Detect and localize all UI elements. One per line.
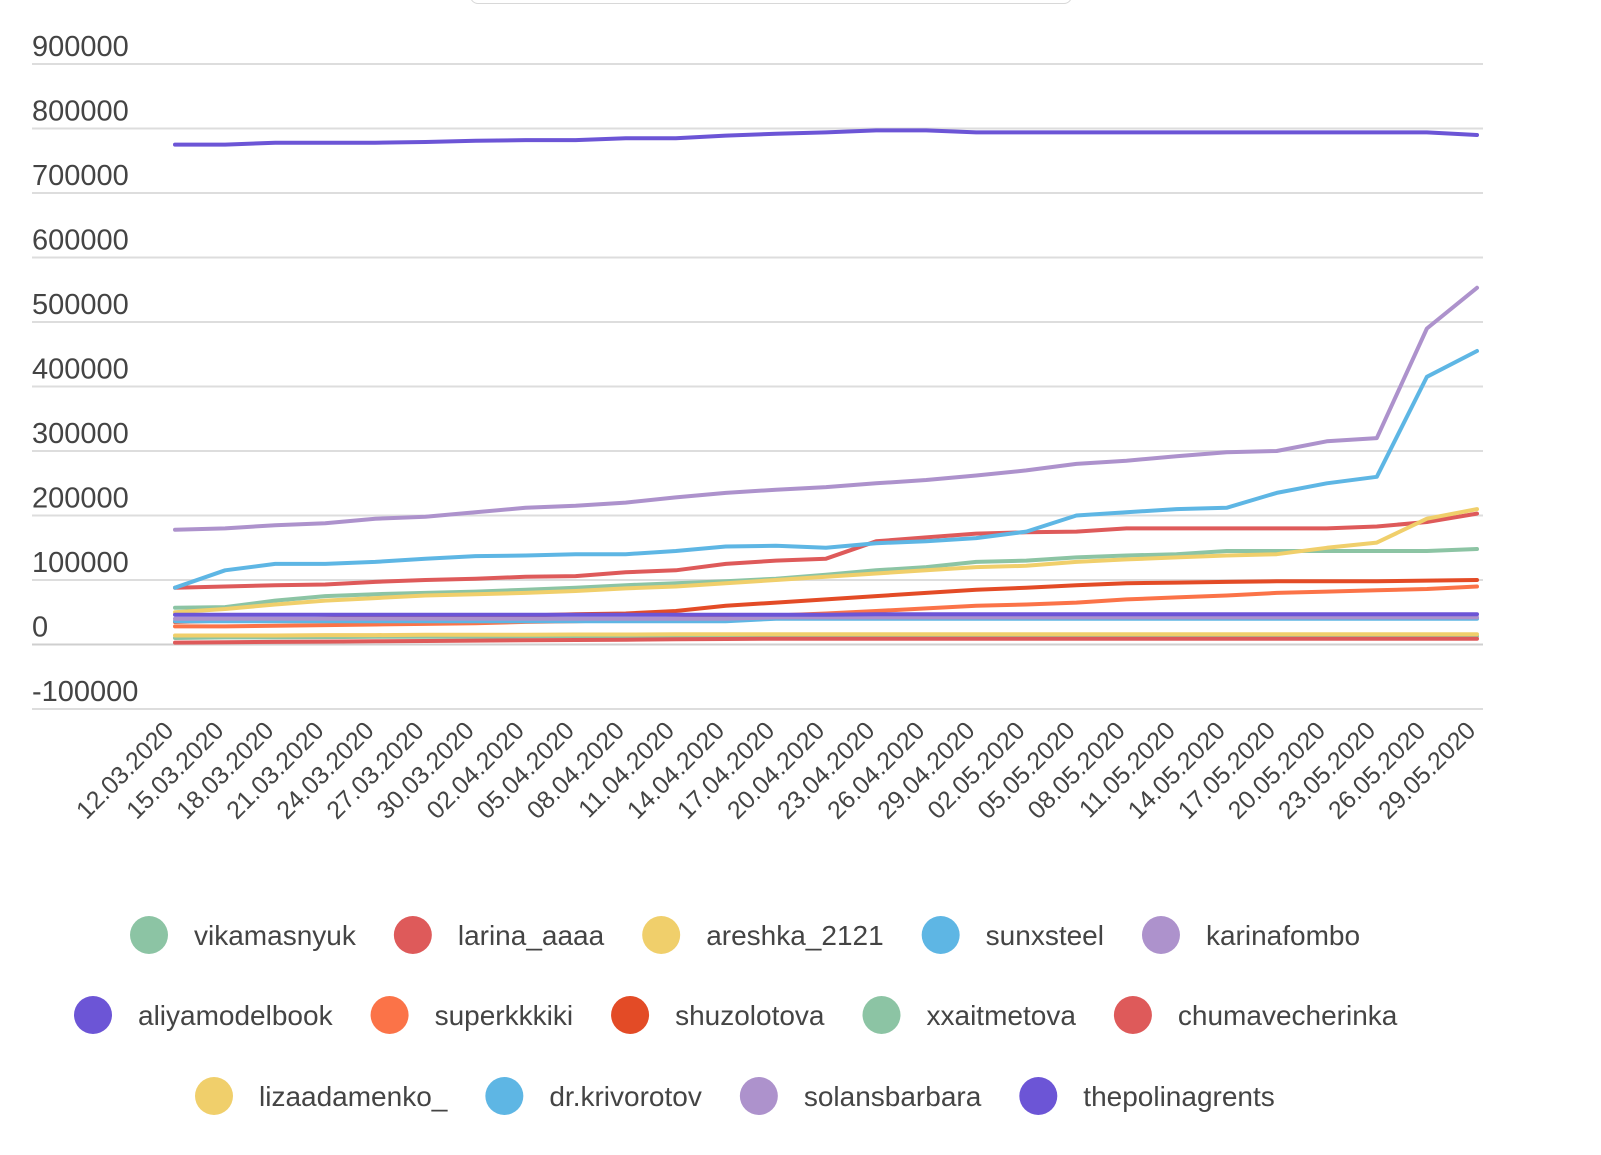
legend-swatch xyxy=(739,1077,778,1115)
y-tick-label: 700000 xyxy=(32,160,129,192)
series-line-sunxsteel xyxy=(173,349,1479,590)
series-line-thepolinagrents xyxy=(173,612,1479,617)
legend-label: areshka_2121 xyxy=(706,920,883,951)
legend-item-superkkkiki[interactable]: superkkkiki xyxy=(370,996,573,1034)
legend-item-chumavecherinka[interactable]: chumavecherinka xyxy=(1113,996,1398,1034)
legend-swatch xyxy=(195,1077,233,1115)
y-axis: 900000 800000 700000 600000 500000 400000 3000… xyxy=(32,31,138,708)
legend-label: superkkkiki xyxy=(435,1000,573,1031)
legend-label: dr.krivorotov xyxy=(549,1081,702,1112)
legend-swatch xyxy=(1019,1077,1058,1115)
legend-swatch xyxy=(130,916,168,954)
legend-item-solansbarbara[interactable]: solansbarbara xyxy=(739,1077,982,1115)
legend-item-shuzolotova[interactable]: shuzolotova xyxy=(611,996,825,1034)
y-tick-label: 600000 xyxy=(32,225,129,257)
legend-label: chumavecherinka xyxy=(1178,1000,1398,1031)
series-line-lizaadamenko_ xyxy=(173,632,1479,638)
legend-label: xxaitmetova xyxy=(927,1000,1077,1031)
y-tick-label: 500000 xyxy=(32,289,129,321)
series-lines xyxy=(173,128,1479,645)
legend-item-lizaadamenko_[interactable]: lizaadamenko_ xyxy=(195,1077,448,1115)
legend-swatch xyxy=(1113,996,1152,1034)
series-line-areshka_2121 xyxy=(173,507,1479,615)
legend-label: aliyamodelbook xyxy=(138,1000,334,1031)
legend-swatch xyxy=(393,916,432,954)
legend-swatch xyxy=(74,996,112,1034)
legend-label: sunxsteel xyxy=(986,920,1104,951)
series-line-solansbarbara xyxy=(173,615,1479,621)
y-tick-label: 900000 xyxy=(32,31,129,63)
y-tick-label: 100000 xyxy=(32,547,129,579)
legend-item-dr.krivorotov[interactable]: dr.krivorotov xyxy=(485,1077,702,1115)
legend-label: thepolinagrents xyxy=(1083,1081,1274,1112)
legend-swatch xyxy=(611,996,650,1034)
series-line-aliyamodelbook xyxy=(173,128,1479,147)
legend-swatch xyxy=(370,996,409,1034)
y-tick-label: 300000 xyxy=(32,418,129,450)
legend-label: lizaadamenko_ xyxy=(259,1081,448,1112)
legend-item-sunxsteel[interactable]: sunxsteel xyxy=(921,916,1104,954)
y-tick-label: 0 xyxy=(32,612,48,644)
series-line-larina_aaaa xyxy=(173,511,1479,590)
legend-swatch xyxy=(1141,916,1180,954)
legend-label: larina_aaaa xyxy=(458,920,605,951)
legend-item-thepolinagrents[interactable]: thepolinagrents xyxy=(1019,1077,1275,1115)
legend-item-larina_aaaa[interactable]: larina_aaaa xyxy=(393,916,605,954)
legend-label: shuzolotova xyxy=(675,1000,825,1031)
legend-swatch xyxy=(862,996,901,1034)
legend[interactable]: vikamasnyuk larina_aaaa areshka_2121 sunxst… xyxy=(74,916,1398,1115)
legend-swatch xyxy=(485,1077,524,1115)
legend-label: karinafombo xyxy=(1206,920,1360,951)
y-tick-label: -100000 xyxy=(32,676,138,708)
series-line-chumavecherinka xyxy=(173,636,1479,645)
series-line-karinafombo xyxy=(173,285,1479,532)
legend-label: solansbarbara xyxy=(804,1081,982,1112)
legend-item-aliyamodelbook[interactable]: aliyamodelbook xyxy=(74,996,334,1034)
legend-item-vikamasnyuk[interactable]: vikamasnyuk xyxy=(130,916,357,954)
y-tick-label: 200000 xyxy=(32,483,129,515)
legend-swatch xyxy=(921,916,960,954)
legend-swatch xyxy=(642,916,681,954)
legend-label: vikamasnyuk xyxy=(194,920,357,951)
y-tick-label: 800000 xyxy=(32,96,129,128)
y-tick-label: 400000 xyxy=(32,354,129,386)
legend-item-areshka_2121[interactable]: areshka_2121 xyxy=(642,916,884,954)
legend-item-xxaitmetova[interactable]: xxaitmetova xyxy=(862,996,1077,1034)
x-axis: 12.03.202015.03.202018.03.202021.03.2020… xyxy=(71,716,1481,824)
legend-item-karinafombo[interactable]: karinafombo xyxy=(1141,916,1360,954)
